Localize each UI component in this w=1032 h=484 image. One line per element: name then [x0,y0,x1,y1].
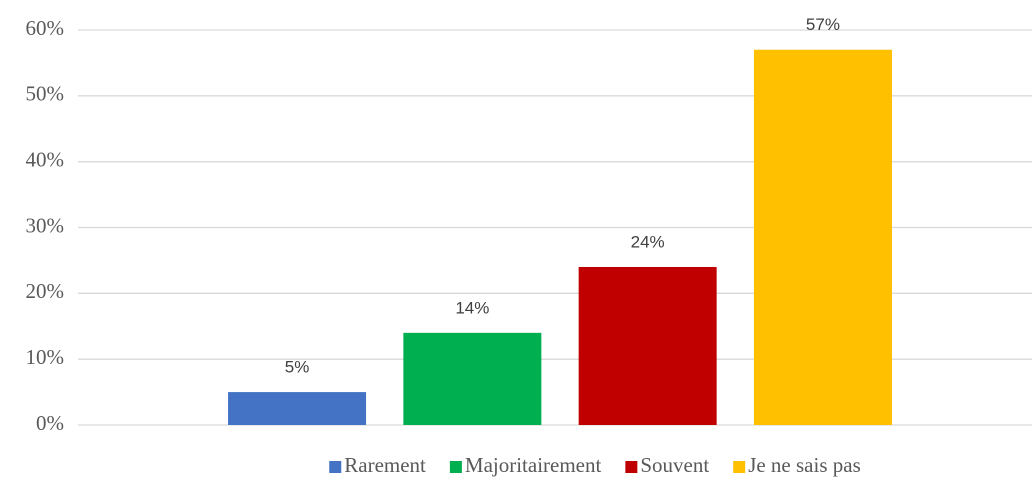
y-tick-label: 10% [26,345,65,369]
legend-label: Je ne sais pas [748,453,861,477]
y-tick-label: 20% [26,279,65,303]
data-label: 14% [455,298,489,317]
bar [228,392,367,425]
y-tick-label: 30% [26,213,65,237]
data-label: 24% [631,232,665,251]
y-tick-label: 0% [36,411,64,435]
bar [403,332,542,425]
y-tick-label: 40% [26,147,65,171]
legend-label: Rarement [344,453,426,477]
bar [578,267,717,425]
legend-swatch [733,461,746,473]
data-label: 5% [285,358,310,377]
legend-label: Souvent [640,453,709,477]
y-tick-label: 60% [26,16,65,40]
data-label: 57% [806,15,840,34]
legend-swatch [625,461,638,473]
legend-swatch [449,461,462,473]
legend-swatch [329,461,342,473]
bar [753,49,892,425]
y-tick-label: 50% [26,82,65,106]
legend-label: Majoritairement [465,453,602,477]
